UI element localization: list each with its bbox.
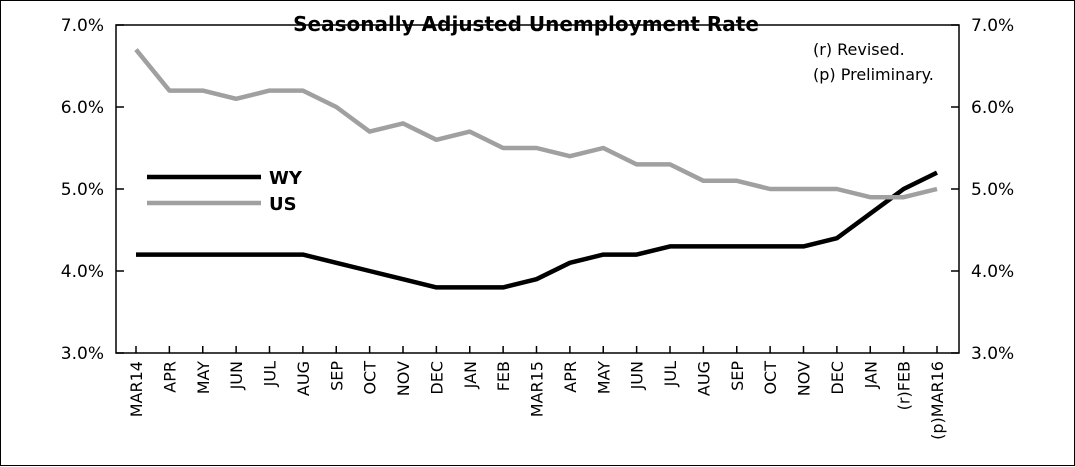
x-tick-label: MAY (594, 361, 613, 395)
series-line-us (134, 48, 938, 200)
y-tick-label-left: 6.0% (61, 98, 104, 118)
x-tick-label: JUN (227, 361, 246, 390)
y-tick-label-right: 5.0% (971, 180, 1014, 200)
series-line-wy (136, 170, 938, 290)
legend: WY US (147, 168, 303, 215)
x-tick-label: (r)FEB (895, 361, 914, 410)
x-tick-label: DEC (828, 361, 847, 395)
x-tick-label: SEP (728, 361, 747, 391)
x-tick-label: AUG (294, 361, 313, 396)
legend-label-us: US (269, 194, 297, 215)
x-tick-label: MAR14 (127, 361, 146, 417)
x-tick-label: JAN (461, 361, 480, 389)
y-axis-right: 3.0% 4.0% 5.0% 6.0% 7.0% (951, 16, 1014, 364)
x-tick-label: NOV (795, 361, 814, 396)
y-tick-label-right: 6.0% (971, 98, 1014, 118)
y-tick-label-right: 3.0% (971, 344, 1014, 364)
x-tick-label: AUG (694, 361, 713, 396)
y-tick-label-left: 5.0% (61, 180, 104, 200)
y-tick-label-left: 3.0% (61, 344, 104, 364)
x-tick-label: (p)MAR16 (928, 361, 947, 440)
x-tick-label: OCT (361, 361, 380, 395)
note-preliminary: (p) Preliminary. (813, 65, 934, 84)
x-tick-label: JAN (861, 361, 880, 389)
x-tick-label: FEB (494, 361, 513, 391)
x-tick-label: MAY (194, 361, 213, 395)
legend-label-wy: WY (269, 168, 303, 189)
x-tick-label: NOV (394, 361, 413, 396)
x-tick-label: DEC (427, 361, 446, 395)
x-tick-label: JUL (661, 361, 680, 387)
x-tick-label: JUL (261, 361, 280, 387)
y-tick-label-right: 7.0% (971, 16, 1014, 36)
note-revised: (r) Revised. (813, 40, 905, 59)
x-tick-label: APR (160, 361, 179, 393)
x-tick-label: OCT (761, 361, 780, 395)
y-tick-label-left: 4.0% (61, 262, 104, 282)
chart-title: Seasonally Adjusted Unemployment Rate (293, 12, 759, 36)
y-axis-left: 3.0% 4.0% 5.0% 6.0% 7.0% (61, 16, 124, 364)
y-tick-label-left: 7.0% (61, 16, 104, 36)
y-tick-label-right: 4.0% (971, 262, 1014, 282)
x-tick-label: SEP (327, 361, 346, 391)
x-tick-label: MAR15 (528, 361, 547, 417)
x-tick-label: APR (561, 361, 580, 393)
series-lines (134, 48, 938, 290)
x-axis: MAR14 APR MAY JUN JUL AUG SEP OCT NOV DEC JAN FEB MA… (127, 346, 947, 440)
x-tick-label: JUN (628, 361, 647, 390)
